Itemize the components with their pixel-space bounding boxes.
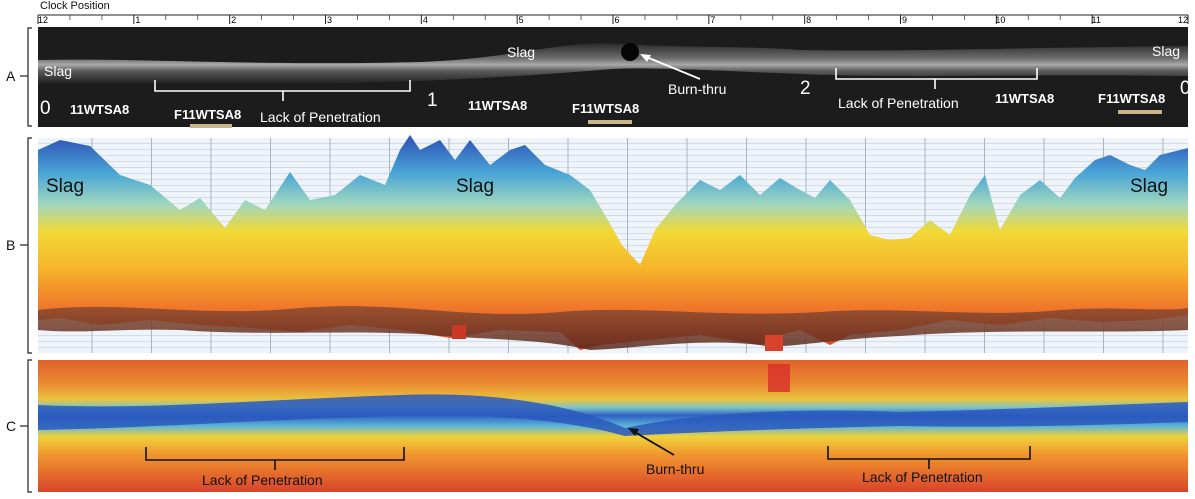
- a-lop-left-label: Lack of Penetration: [260, 109, 381, 125]
- panel-brackets: [20, 27, 32, 493]
- a-lop-right-bracket: [835, 68, 1038, 89]
- a-iqi-1: 11WTSA8: [70, 102, 129, 117]
- axis-tick-label: 12: [1178, 15, 1188, 25]
- a-mark-0-left: 0: [40, 98, 51, 119]
- a-burn-thru-arrow: [643, 55, 701, 80]
- axis-tick-label: 8: [806, 15, 811, 25]
- axis-ticks: 12 1 2 3 4 5 6 7 8 9 10 11 12: [37, 15, 1189, 25]
- panel-b-surface: [38, 135, 1188, 353]
- axis-tick-label: 9: [902, 15, 907, 25]
- axis-tick-label: 6: [614, 15, 619, 25]
- panel-a-letter: A: [6, 68, 16, 84]
- panel-b-letter: B: [6, 237, 15, 253]
- axis-tick-label: 1: [135, 15, 140, 25]
- a-iqi-3: 11WTSA8: [468, 98, 527, 113]
- a-iqi-2: F11WTSA8: [174, 107, 241, 122]
- c-lop-left-label: Lack of Penetration: [202, 472, 323, 488]
- c-lop-left-bracket: [145, 447, 405, 470]
- a-lop-left-bracket: [154, 80, 411, 101]
- axis-tick-label: 11: [1091, 15, 1100, 25]
- a-slag-mid: Slag: [507, 44, 535, 60]
- a-iqi-4: F11WTSA8: [572, 101, 639, 116]
- a-mark-2: 2: [800, 78, 811, 99]
- axis-tick-label: 7: [710, 15, 715, 25]
- c-lop-right-bracket: [827, 446, 1031, 469]
- c-burn-thru-label: Burn-thru: [646, 461, 704, 477]
- panel-c-annotations: Lack of Penetration Lack of Penetration …: [145, 428, 1031, 488]
- a-lop-right-label: Lack of Penetration: [838, 95, 959, 111]
- a-slag-left: Slag: [44, 63, 72, 79]
- panel-c-letter: C: [6, 418, 16, 434]
- a-mark-0-right: 0: [1180, 78, 1191, 99]
- panel-a-annotations: Slag Slag Slag Lack of Penetration Lack …: [40, 43, 1191, 125]
- a-iqi-6: F11WTSA8: [1098, 91, 1165, 106]
- a-mark-1: 1: [427, 90, 438, 111]
- burn-thru-spot: [621, 43, 639, 61]
- axis-tick-label: 12: [38, 15, 48, 25]
- axis-tick-label: 3: [327, 15, 332, 25]
- a-slag-right: Slag: [1152, 43, 1180, 59]
- b-slag-right: Slag: [1130, 176, 1168, 197]
- panel-c-colormap: [38, 360, 1188, 492]
- axis-tick-label: 4: [423, 15, 428, 25]
- a-burn-thru-label: Burn-thru: [668, 81, 726, 97]
- axis-title: Clock Position: [40, 0, 110, 12]
- axis-tick-label: 10: [995, 15, 1005, 25]
- axis-tick-label: 2: [231, 15, 236, 25]
- a-iqi-5: 11WTSA8: [995, 91, 1054, 106]
- b-slag-mid: Slag: [456, 176, 494, 197]
- panel-b-annotations: Slag Slag Slag: [46, 176, 1168, 197]
- b-slag-left: Slag: [46, 176, 84, 197]
- axis-tick-label: 5: [519, 15, 524, 25]
- c-burn-thru-arrow: [632, 430, 675, 456]
- c-lop-right-label: Lack of Penetration: [862, 469, 983, 485]
- panel-a-radiograph: [38, 27, 1188, 128]
